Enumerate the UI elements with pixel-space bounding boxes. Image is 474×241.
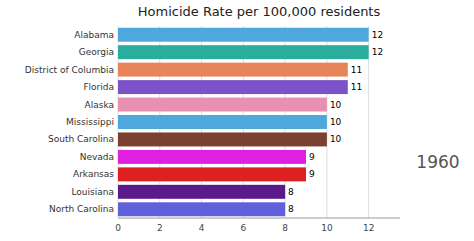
bar [118,45,369,59]
category-label: Louisiana [72,187,115,197]
category-label: Florida [83,82,114,92]
category-label: Mississippi [66,117,114,127]
bars [118,28,369,217]
data-label: 9 [309,169,315,179]
category-label: North Carolina [49,204,114,214]
chart-container: Homicide Rate per 100,000 residents 0 2 4 6 8… [0,0,474,241]
data-label: 9 [309,152,315,162]
category-label: Arkansas [73,169,114,179]
title: Homicide Rate per 100,000 residents [138,4,381,19]
tick-label: 8 [282,223,288,233]
category-label: Alaska [85,100,114,110]
category-label: Nevada [80,152,114,162]
category-label: South Carolina [48,134,114,144]
bar [118,167,306,181]
tick-label: 6 [240,223,246,233]
bar [118,80,348,94]
bar [118,150,306,164]
tick-label: 12 [363,223,374,233]
annotation: 1960 [416,152,459,172]
bar [118,63,348,77]
category-label: Alabama [74,30,114,40]
data-label: 12 [372,47,383,57]
category-label: District of Columbia [25,65,114,75]
data-label: 8 [288,187,294,197]
bar [118,28,369,42]
x-axis [118,218,400,219]
chart: Homicide Rate per 100,000 residents 0 2 4 6 8… [0,0,474,241]
bar [118,185,285,199]
bar [118,202,285,216]
bar [118,98,327,112]
category-label: Georgia [79,47,114,57]
data-label: 10 [330,134,342,144]
data-label: 10 [330,100,342,110]
data-label: 12 [372,30,383,40]
bar [118,132,327,146]
data-label: 8 [288,204,294,214]
data-label: 11 [351,82,362,92]
tick-label: 10 [321,223,333,233]
tick-label: 2 [157,223,163,233]
tick-label: 0 [115,223,121,233]
tick-label: 4 [199,223,205,233]
data-label: 11 [351,65,362,75]
bar [118,115,327,129]
data-label: 10 [330,117,342,127]
